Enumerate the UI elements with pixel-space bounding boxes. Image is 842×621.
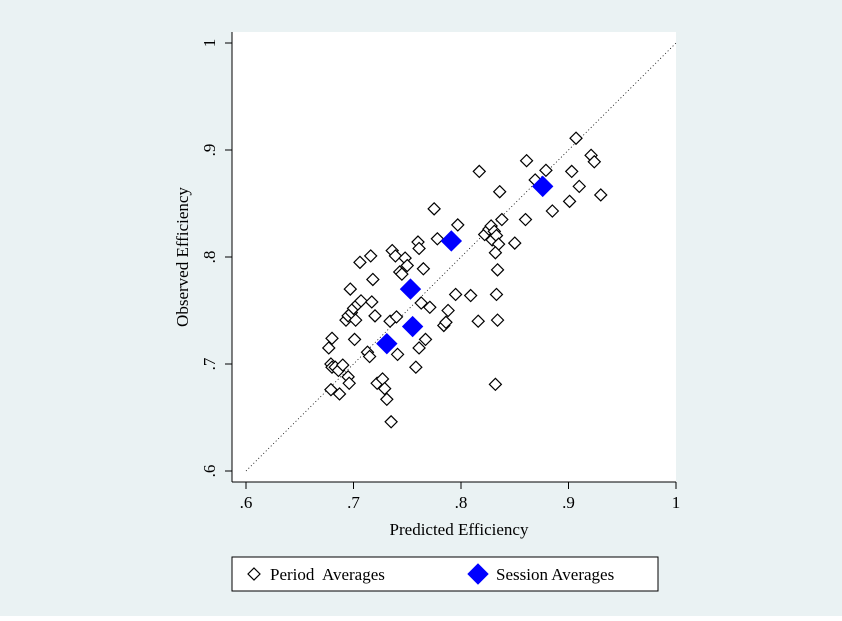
x-axis-title: Predicted Efficiency: [390, 520, 529, 539]
period-average-point: [587, 154, 602, 169]
period-average-point: [448, 287, 463, 302]
period-average-point: [377, 381, 392, 396]
period-average-point: [342, 376, 357, 391]
y-tick-label: .9: [200, 144, 219, 157]
period-average-point: [332, 387, 347, 401]
period-average-point: [347, 332, 362, 347]
session-average-point: [399, 278, 422, 300]
legend-session-label: Session Averages: [496, 565, 614, 584]
period-average-point: [593, 188, 608, 202]
period-average-point: [518, 212, 533, 227]
period-average-point: [569, 131, 583, 146]
session-average-point: [376, 332, 398, 355]
period-average-point: [472, 164, 487, 179]
period-average-point: [414, 296, 429, 310]
period-average-point: [321, 341, 336, 355]
period-average-point: [488, 377, 503, 392]
y-axis-title: Observed Efficiency: [173, 187, 192, 327]
session-average-point: [401, 315, 424, 338]
plot-area: [232, 32, 676, 482]
session-averages-series: [376, 175, 554, 355]
period-average-point: [430, 231, 445, 246]
period-average-point: [441, 303, 455, 318]
legend-box: [231, 556, 659, 592]
period-average-point: [364, 295, 379, 309]
period-average-point: [422, 300, 437, 315]
period-average-point: [488, 245, 503, 260]
period-average-point: [325, 331, 339, 346]
y-tick-label: .8: [200, 251, 219, 264]
period-average-point: [418, 332, 433, 347]
period-average-point: [368, 309, 382, 323]
x-tick-label: .6: [240, 493, 253, 512]
session-average-point: [440, 230, 463, 252]
period-average-point: [450, 218, 465, 232]
x-tick-label: .7: [347, 493, 360, 512]
period-average-point: [366, 272, 380, 287]
period-average-point: [354, 294, 368, 308]
period-average-point: [335, 358, 350, 372]
period-average-point: [343, 282, 358, 296]
y-tick-label: .6: [200, 465, 219, 478]
period-average-point: [353, 255, 367, 270]
period-average-point: [416, 261, 431, 276]
period-average-point: [389, 310, 404, 324]
period-average-point: [489, 287, 504, 302]
period-average-point: [409, 360, 423, 375]
period-average-point: [471, 314, 486, 329]
period-average-point: [412, 341, 426, 355]
period-average-point: [495, 212, 509, 227]
period-average-point: [384, 414, 398, 429]
period-average-point: [463, 288, 478, 303]
y-tick-label: .7: [200, 357, 219, 370]
x-tick-label: 1: [672, 493, 681, 512]
x-tick-label: .8: [455, 493, 468, 512]
period-average-point: [379, 392, 394, 407]
period-average-point: [388, 249, 403, 263]
period-average-point: [572, 179, 587, 194]
period-average-point: [390, 347, 405, 362]
period-average-point: [362, 349, 377, 364]
period-average-point: [492, 184, 507, 199]
y-tick-label: 1: [200, 39, 219, 48]
period-average-point: [363, 249, 378, 263]
x-tick-label: .9: [562, 493, 575, 512]
period-average-point: [324, 382, 338, 397]
period-average-point: [519, 153, 534, 168]
period-average-point: [400, 258, 415, 273]
legend-period-marker: [247, 567, 261, 581]
period-averages-series: [321, 131, 608, 429]
period-average-point: [348, 313, 363, 327]
legend-session-marker: [467, 563, 489, 585]
session-average-point: [531, 175, 554, 198]
period-average-point: [412, 241, 426, 256]
legend: Period Averages Session Averages: [231, 556, 659, 592]
period-average-point: [564, 164, 579, 179]
legend-period-label: Period Averages: [270, 565, 385, 584]
period-average-point: [427, 202, 441, 216]
period-average-point: [490, 313, 505, 327]
period-average-point: [507, 236, 522, 250]
period-average-point: [490, 262, 505, 277]
period-average-point: [539, 163, 553, 178]
period-average-point: [562, 194, 577, 209]
period-average-point: [439, 315, 453, 330]
period-average-point: [545, 204, 560, 218]
period-average-point: [395, 267, 409, 281]
